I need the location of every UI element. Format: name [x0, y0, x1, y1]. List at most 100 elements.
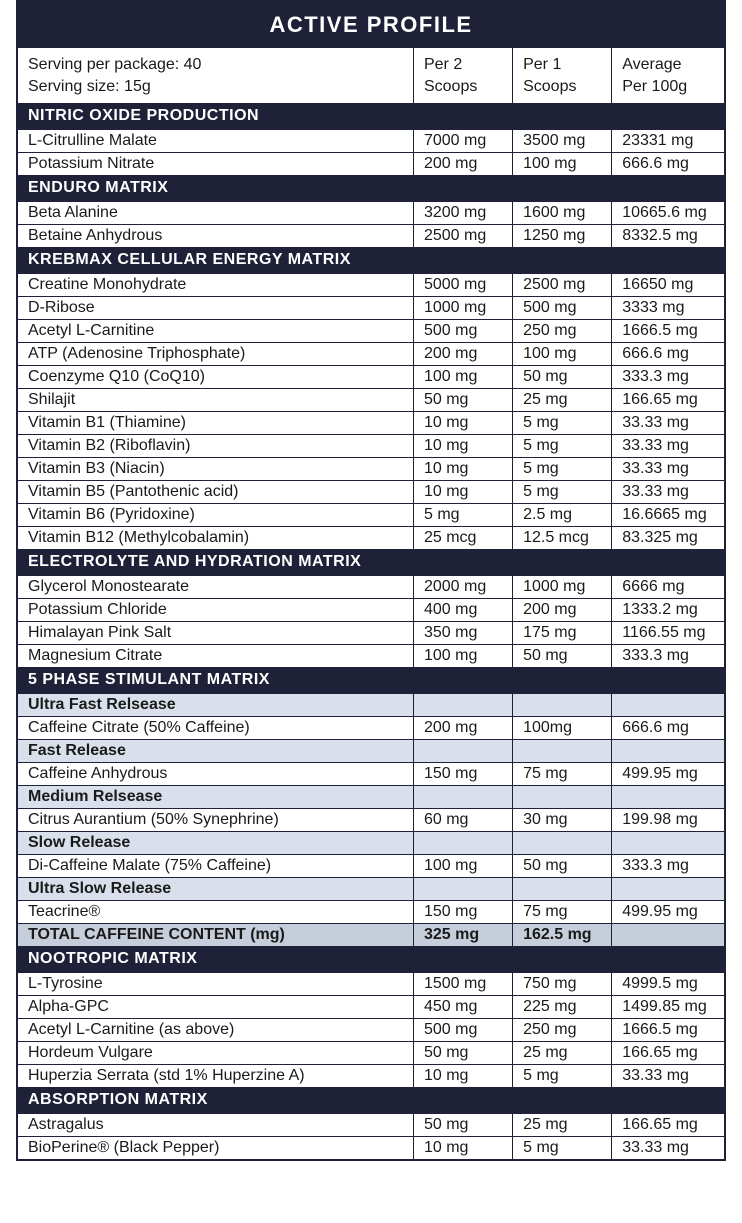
subheader-row: Ultra Slow Release — [17, 878, 725, 901]
ingredient-name: Acetyl L-Carnitine — [17, 320, 413, 343]
per-1-scoop: 250 mg — [513, 1019, 612, 1042]
per-100g: 16650 mg — [612, 274, 725, 297]
section-name: ELECTROLYTE AND HYDRATION MATRIX — [17, 549, 725, 576]
per-100g: 166.65 mg — [612, 389, 725, 412]
ingredient-name: D-Ribose — [17, 297, 413, 320]
table-row: Glycerol Monostearate2000 mg1000 mg6666 … — [17, 576, 725, 599]
per-2-scoops: 500 mg — [413, 320, 512, 343]
table-row: L-Citrulline Malate7000 mg3500 mg23331 m… — [17, 130, 725, 153]
ingredient-name: Magnesium Citrate — [17, 645, 413, 668]
ingredient-name: Di-Caffeine Malate (75% Caffeine) — [17, 855, 413, 878]
ingredient-name: L-Tyrosine — [17, 973, 413, 996]
total-row: TOTAL CAFFEINE CONTENT (mg)325 mg162.5 m… — [17, 924, 725, 947]
table-row: Citrus Aurantium (50% Synephrine)60 mg30… — [17, 809, 725, 832]
per-1-scoop: 25 mg — [513, 1114, 612, 1137]
per-1-scoop: 1000 mg — [513, 576, 612, 599]
per-1-scoop: 30 mg — [513, 809, 612, 832]
table-row: Potassium Nitrate200 mg100 mg666.6 mg — [17, 153, 725, 176]
empty-cell — [413, 786, 512, 809]
ingredient-name: Glycerol Monostearate — [17, 576, 413, 599]
table-row: Astragalus50 mg25 mg166.65 mg — [17, 1114, 725, 1137]
per-100g: 1666.5 mg — [612, 320, 725, 343]
per-2-scoops: 2000 mg — [413, 576, 512, 599]
subheader-row: Slow Release — [17, 832, 725, 855]
per-2-scoops: 150 mg — [413, 763, 512, 786]
section-name: KREBMAX CELLULAR ENERGY MATRIX — [17, 247, 725, 274]
serving-per-package: Serving per package: 40 — [28, 56, 201, 73]
table-title: ACTIVE PROFILE — [17, 1, 725, 48]
per-100g: 4999.5 mg — [612, 973, 725, 996]
ingredient-name: Acetyl L-Carnitine (as above) — [17, 1019, 413, 1042]
per-2-scoops: 100 mg — [413, 855, 512, 878]
per-1-scoop: 5 mg — [513, 481, 612, 504]
table-row: Alpha-GPC450 mg225 mg1499.85 mg — [17, 996, 725, 1019]
per-100g: 1499.85 mg — [612, 996, 725, 1019]
table-row: ATP (Adenosine Triphosphate)200 mg100 mg… — [17, 343, 725, 366]
per-2-scoops: 200 mg — [413, 343, 512, 366]
table-row: Di-Caffeine Malate (75% Caffeine)100 mg5… — [17, 855, 725, 878]
section-name: ABSORPTION MATRIX — [17, 1087, 725, 1114]
per-100g: 666.6 mg — [612, 153, 725, 176]
per-100g: 33.33 mg — [612, 1137, 725, 1161]
per-2-scoops: 10 mg — [413, 481, 512, 504]
table-row: Teacrine®150 mg75 mg499.95 mg — [17, 901, 725, 924]
table-row: Vitamin B5 (Pantothenic acid)10 mg5 mg33… — [17, 481, 725, 504]
ingredient-name: Beta Alanine — [17, 202, 413, 225]
per-1-scoop: 5 mg — [513, 435, 612, 458]
per-1-scoop: 200 mg — [513, 599, 612, 622]
per-1-scoop: 25 mg — [513, 1042, 612, 1065]
per-1-scoop: 12.5 mcg — [513, 527, 612, 550]
ingredient-name: Huperzia Serrata (std 1% Huperzine A) — [17, 1065, 413, 1088]
ingredient-name: Alpha-GPC — [17, 996, 413, 1019]
ingredient-name: ATP (Adenosine Triphosphate) — [17, 343, 413, 366]
table-row: Caffeine Citrate (50% Caffeine)200 mg100… — [17, 717, 725, 740]
table-row: Caffeine Anhydrous150 mg75 mg499.95 mg — [17, 763, 725, 786]
per-2-scoops: 10 mg — [413, 1065, 512, 1088]
empty-cell — [612, 786, 725, 809]
ingredient-name: L-Citrulline Malate — [17, 130, 413, 153]
ingredient-name: Vitamin B1 (Thiamine) — [17, 412, 413, 435]
table-header-row: Serving per package: 40 Serving size: 15… — [17, 48, 725, 103]
empty-cell — [413, 694, 512, 717]
empty-cell — [612, 832, 725, 855]
per-100g: 16.6665 mg — [612, 504, 725, 527]
table-row: L-Tyrosine1500 mg750 mg4999.5 mg — [17, 973, 725, 996]
ingredient-name: Vitamin B2 (Riboflavin) — [17, 435, 413, 458]
total-c3: 162.5 mg — [513, 924, 612, 947]
subheader-label: Fast Release — [17, 740, 413, 763]
per-2-scoops: 10 mg — [413, 458, 512, 481]
total-c4 — [612, 924, 725, 947]
table-row: Vitamin B3 (Niacin)10 mg5 mg33.33 mg — [17, 458, 725, 481]
col-per-2-scoops: Per 2 Scoops — [413, 48, 512, 103]
empty-cell — [513, 694, 612, 717]
per-100g: 333.3 mg — [612, 366, 725, 389]
per-1-scoop: 25 mg — [513, 389, 612, 412]
table-row: Beta Alanine3200 mg1600 mg10665.6 mg — [17, 202, 725, 225]
per-100g: 1666.5 mg — [612, 1019, 725, 1042]
ingredient-name: Betaine Anhydrous — [17, 225, 413, 248]
per-2-scoops: 1500 mg — [413, 973, 512, 996]
per-1-scoop: 5 mg — [513, 412, 612, 435]
per-2-scoops: 400 mg — [413, 599, 512, 622]
subheader-row: Ultra Fast Relsease — [17, 694, 725, 717]
table-row: BioPerine® (Black Pepper)10 mg5 mg33.33 … — [17, 1137, 725, 1161]
empty-cell — [413, 740, 512, 763]
per-2-scoops: 200 mg — [413, 717, 512, 740]
ingredient-name: Vitamin B12 (Methylcobalamin) — [17, 527, 413, 550]
per-2-scoops: 10 mg — [413, 435, 512, 458]
empty-cell — [413, 878, 512, 901]
per-2-scoops: 500 mg — [413, 1019, 512, 1042]
per-100g: 6666 mg — [612, 576, 725, 599]
empty-cell — [513, 740, 612, 763]
per-100g: 33.33 mg — [612, 412, 725, 435]
total-label: TOTAL CAFFEINE CONTENT (mg) — [17, 924, 413, 947]
per-1-scoop: 75 mg — [513, 901, 612, 924]
per-100g: 166.65 mg — [612, 1114, 725, 1137]
empty-cell — [513, 832, 612, 855]
per-100g: 33.33 mg — [612, 435, 725, 458]
per-2-scoops: 150 mg — [413, 901, 512, 924]
table-row: Creatine Monohydrate5000 mg2500 mg16650 … — [17, 274, 725, 297]
table-row: Coenzyme Q10 (CoQ10)100 mg50 mg333.3 mg — [17, 366, 725, 389]
per-100g: 83.325 mg — [612, 527, 725, 550]
per-100g: 1333.2 mg — [612, 599, 725, 622]
